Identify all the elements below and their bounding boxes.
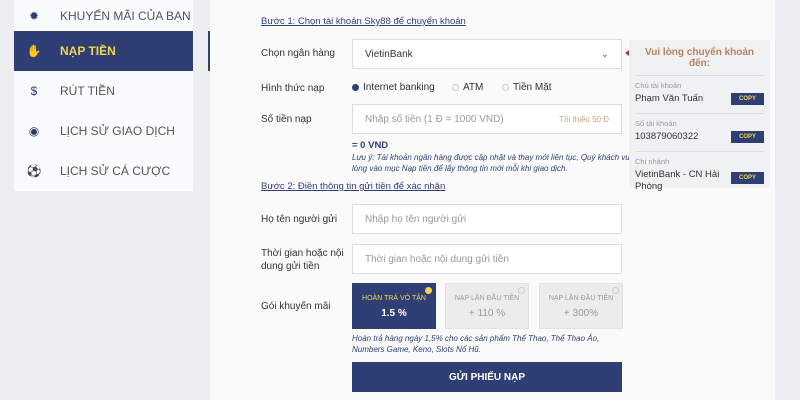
info-value: VietinBank - CN Hải Phòng bbox=[635, 169, 720, 192]
soccer-ball-icon: ⚽ bbox=[26, 164, 42, 178]
promo-label: Gói khuyến mãi bbox=[261, 301, 331, 312]
bank-select[interactable]: VietinBank ⌄ bbox=[352, 39, 622, 69]
active-indicator bbox=[208, 31, 210, 71]
info-row-branch: Chi nhánh VietinBank - CN Hải Phòng COPY bbox=[635, 152, 764, 192]
sidebar-item-promotions[interactable]: ✹ KHUYẾN MÃI CỦA BẠN bbox=[14, 0, 193, 31]
sidebar-item-label: LỊCH SỬ GIAO DỊCH bbox=[60, 124, 175, 138]
promo-value: + 110 % bbox=[468, 308, 506, 319]
promo-note: Hoàn trả hàng ngày 1,5% cho các sản phẩm… bbox=[352, 334, 600, 354]
amount-converted: = 0 VND bbox=[352, 140, 389, 151]
sidebar-item-label: RÚT TIỀN bbox=[60, 84, 115, 98]
page-background bbox=[775, 0, 800, 400]
amount-input[interactable]: Nhập số tiền (1 Đ = 1000 VND) Tối thiểu 5… bbox=[352, 104, 622, 134]
bank-value: VietinBank bbox=[365, 48, 413, 60]
sender-input[interactable]: Nhập họ tên người gửi bbox=[352, 204, 622, 234]
sidebar-item-label: KHUYẾN MÃI CỦA BẠN bbox=[60, 8, 191, 23]
time-input[interactable]: Thời gian hoặc nội dung gửi tiền bbox=[352, 244, 622, 274]
radio-label: Internet banking bbox=[363, 82, 435, 93]
info-key: Chi nhánh bbox=[635, 157, 670, 166]
promo-option-first-110[interactable]: NẠP LẦN ĐẦU TIÊN + 110 % bbox=[445, 283, 529, 329]
amount-min: Tối thiểu 50 Đ bbox=[559, 114, 609, 124]
amount-placeholder: Nhập số tiền (1 Đ = 1000 VND) bbox=[365, 113, 504, 125]
promo-option-cashback[interactable]: HOÀN TRẢ VÔ TẬN 1.5 % bbox=[352, 283, 436, 329]
promo-value: 1.5 % bbox=[381, 308, 407, 319]
step2-heading: Bước 2: Điền thông tin gửi tiền để xác n… bbox=[261, 181, 446, 192]
withdraw-hand-icon: $ bbox=[30, 84, 38, 98]
radio-label: ATM bbox=[463, 82, 484, 93]
info-key: Chủ tài khoản bbox=[635, 81, 682, 90]
coin-history-icon: ◉ bbox=[28, 124, 40, 138]
radio-icon bbox=[502, 84, 509, 91]
chevron-down-icon: ⌄ bbox=[600, 48, 609, 60]
step1-heading: Bước 1: Chọn tài khoản Sky88 để chuyển k… bbox=[261, 16, 466, 27]
bank-label: Chọn ngân hàng bbox=[261, 48, 335, 59]
promo-title: HOÀN TRẢ VÔ TẬN bbox=[362, 295, 426, 302]
bank-note: Lưu ý: Tài khoản ngân hàng được cập nhật… bbox=[352, 153, 632, 173]
time-placeholder: Thời gian hoặc nội dung gửi tiền bbox=[365, 253, 509, 265]
radio-icon bbox=[452, 84, 459, 91]
deposit-hand-icon: ✋ bbox=[26, 44, 42, 58]
info-value: 103879060322 bbox=[635, 131, 699, 142]
radio-label: Tiền Mặt bbox=[513, 82, 552, 93]
sidebar-item-bet-history[interactable]: ⚽ LỊCH SỬ CÁ CƯỢC bbox=[14, 151, 193, 191]
radio-icon bbox=[612, 287, 619, 294]
info-row-holder: Chủ tài khoản Phạm Văn Tuấn COPY bbox=[635, 76, 764, 114]
info-value: Phạm Văn Tuấn bbox=[635, 93, 704, 104]
sender-label: Họ tên người gửi bbox=[261, 214, 338, 225]
sender-placeholder: Nhập họ tên người gửi bbox=[365, 213, 467, 225]
info-key: Số tài khoản bbox=[635, 119, 677, 128]
info-row-account: Số tài khoản 103879060322 COPY bbox=[635, 114, 764, 152]
method-atm[interactable]: ATM bbox=[452, 82, 483, 93]
transfer-info-panel: Vui lòng chuyển khoản đến: Chủ tài khoản… bbox=[629, 40, 770, 192]
radio-icon bbox=[425, 287, 432, 294]
method-internet-banking[interactable]: Internet banking bbox=[352, 82, 435, 93]
promo-badge-icon: ✹ bbox=[28, 8, 40, 23]
promo-title: NẠP LẦN ĐẦU TIÊN bbox=[548, 295, 614, 302]
pointer-arrow-icon bbox=[625, 50, 629, 56]
copy-account-button[interactable]: COPY bbox=[731, 131, 764, 143]
method-cash[interactable]: Tiền Mặt bbox=[502, 82, 552, 93]
sidebar-item-deposit[interactable]: ✋ NẠP TIỀN bbox=[14, 31, 193, 71]
submit-deposit-button[interactable]: GỬI PHIẾU NẠP bbox=[352, 362, 622, 392]
promo-title: NẠP LẦN ĐẦU TIÊN bbox=[454, 295, 520, 302]
sidebar-item-transaction-history[interactable]: ◉ LỊCH SỬ GIAO DỊCH bbox=[14, 111, 193, 151]
sidebar-item-withdraw[interactable]: $ RÚT TIỀN bbox=[14, 71, 193, 111]
method-label: Hình thức nạp bbox=[261, 83, 325, 94]
radio-icon bbox=[518, 287, 525, 294]
copy-branch-button[interactable]: COPY bbox=[731, 172, 764, 184]
copy-holder-button[interactable]: COPY bbox=[731, 93, 764, 105]
radio-icon bbox=[352, 84, 359, 91]
sidebar-item-label: LỊCH SỬ CÁ CƯỢC bbox=[60, 164, 171, 178]
promo-option-first-300[interactable]: NẠP LẦN ĐẦU TIÊN + 300% bbox=[539, 283, 623, 329]
promo-value: + 300% bbox=[563, 308, 599, 319]
amount-label: Số tiền nạp bbox=[261, 114, 312, 125]
info-title: Vui lòng chuyển khoản đến: bbox=[635, 40, 764, 76]
time-label: Thời gian hoặc nội dung gửi tiền bbox=[261, 248, 344, 272]
sidebar: ✹ KHUYẾN MÃI CỦA BẠN ✋ NẠP TIỀN $ RÚT TIỀN … bbox=[14, 0, 193, 191]
sidebar-item-label: NẠP TIỀN bbox=[60, 44, 116, 58]
